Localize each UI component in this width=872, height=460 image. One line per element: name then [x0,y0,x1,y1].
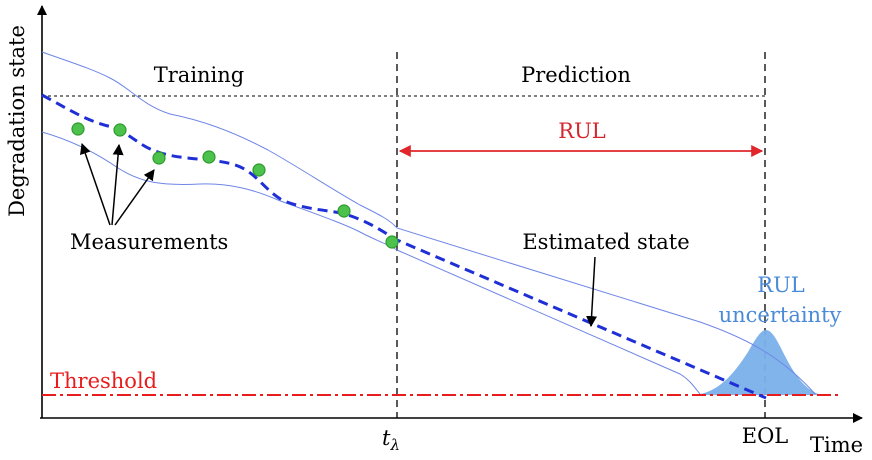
estimated-state-curve [41,93,767,400]
t-lambda-subscript: λ [389,436,400,454]
measurement-point [252,163,266,177]
y-axis-label: Degradation state [5,25,29,217]
measurement-callout-arrows [80,142,155,226]
measurement-point [202,150,216,164]
training-phase-label: Training [154,63,245,87]
estimated-state-label: Estimated state [522,230,689,254]
rul-uncertainty-label-line2: uncertainty [719,303,842,327]
rul-uncertainty-distribution [695,330,822,395]
threshold-label: Threshold [50,369,157,393]
measurement-point [71,122,85,136]
t-lambda-symbol: t [382,426,391,450]
measurement-points [71,122,399,249]
rul-label: RUL [558,119,606,143]
measurement-point [152,151,166,165]
measurement-point [113,123,127,137]
rul-uncertainty-label-line1: RUL [757,273,805,297]
eol-tick-label: EOL [742,424,789,448]
measurements-label: Measurements [70,230,228,254]
confidence-band-upper [41,51,816,395]
measurement-point [385,235,399,249]
estimated-state-callout-arrow [586,256,598,328]
x-axis-label: Time [810,433,863,457]
t-lambda-tick-label: tλ [382,426,400,454]
confidence-band-lower [41,131,701,395]
measurement-point [337,204,351,218]
prediction-phase-label: Prediction [521,63,631,87]
